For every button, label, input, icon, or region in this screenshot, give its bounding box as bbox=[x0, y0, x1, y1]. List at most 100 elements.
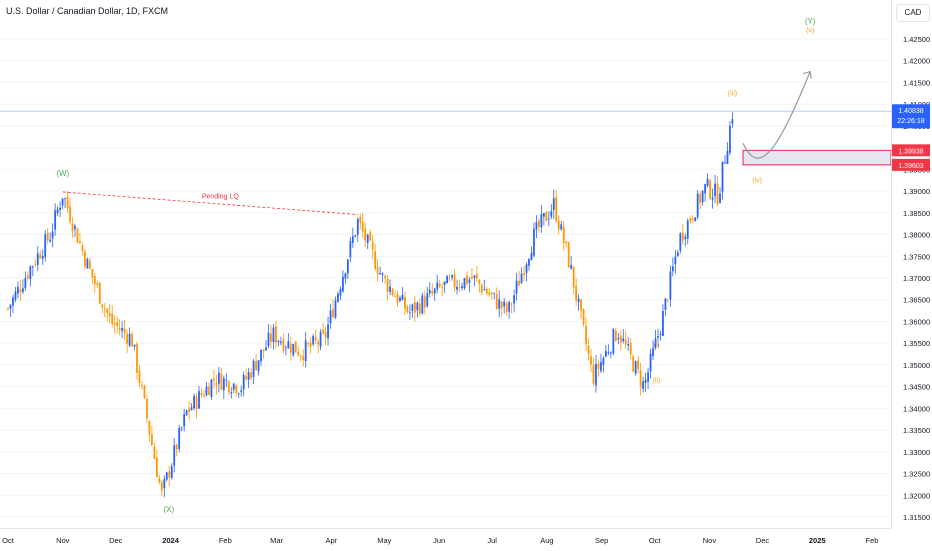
candle-body bbox=[694, 217, 697, 222]
candle-body bbox=[366, 234, 369, 244]
candle-body bbox=[637, 360, 640, 369]
candle-body bbox=[98, 282, 101, 304]
candle-body bbox=[386, 278, 389, 292]
candle-body bbox=[406, 306, 409, 312]
zone-top-price-label-bg bbox=[892, 144, 930, 157]
pending-liquidity-line bbox=[62, 191, 358, 215]
candle-body bbox=[84, 251, 86, 267]
candle-body bbox=[332, 308, 334, 318]
candle-body bbox=[9, 304, 12, 309]
candle-body bbox=[173, 445, 176, 466]
candle-body bbox=[146, 398, 148, 419]
price-tick-label: 1.38000 bbox=[903, 231, 930, 240]
candle-body bbox=[622, 338, 625, 342]
candle-body bbox=[106, 308, 109, 313]
candle-body bbox=[530, 253, 533, 261]
candle-body bbox=[654, 338, 657, 348]
candle-body bbox=[520, 273, 523, 284]
candle-body bbox=[729, 125, 731, 153]
candle-body bbox=[195, 396, 198, 410]
candle-body bbox=[644, 379, 647, 383]
candle-body bbox=[312, 335, 315, 345]
candle-body bbox=[49, 239, 52, 242]
candle-body bbox=[572, 266, 575, 288]
candle-body bbox=[374, 251, 377, 269]
candle-body bbox=[170, 466, 173, 479]
candle-body bbox=[123, 328, 126, 333]
candle-body bbox=[168, 471, 171, 478]
candle-body bbox=[324, 332, 327, 338]
candle-body bbox=[475, 274, 478, 279]
candle-body bbox=[133, 344, 136, 347]
candle-body bbox=[411, 304, 414, 311]
candle-body bbox=[510, 304, 513, 306]
candle-body bbox=[351, 236, 354, 243]
time-tick-label: Nov bbox=[703, 536, 717, 545]
pending-liquidity-label: Pending LQ bbox=[202, 193, 240, 200]
candle-body bbox=[113, 322, 116, 325]
candle-body bbox=[696, 193, 699, 218]
price-tick-label: 1.37000 bbox=[903, 274, 930, 283]
candle-body bbox=[545, 211, 548, 221]
time-tick-label: Aug bbox=[540, 536, 553, 545]
candle-body bbox=[309, 342, 312, 347]
wave-label: (v) bbox=[806, 27, 814, 34]
candle-body bbox=[595, 363, 597, 386]
candle-body bbox=[247, 372, 250, 380]
candle-body bbox=[639, 370, 642, 387]
candle-body bbox=[664, 298, 667, 310]
candle-body bbox=[681, 232, 684, 241]
candle-body bbox=[686, 220, 689, 239]
candle-body bbox=[416, 302, 419, 311]
candle-body bbox=[508, 302, 511, 312]
candle-body bbox=[523, 273, 525, 276]
price-tick-label: 1.33500 bbox=[903, 426, 930, 435]
candle-body bbox=[359, 217, 362, 223]
price-tick-label: 1.33000 bbox=[903, 448, 930, 457]
candle-body bbox=[699, 193, 702, 204]
candle-body bbox=[250, 372, 253, 379]
candle-body bbox=[150, 434, 153, 445]
candle-body bbox=[396, 293, 399, 303]
candle-body bbox=[409, 311, 411, 313]
wave-label: (Y) bbox=[805, 17, 816, 26]
price-axis[interactable] bbox=[891, 0, 932, 528]
candle-body bbox=[339, 289, 342, 296]
bar-countdown-label: 22:26:18 bbox=[897, 118, 924, 125]
candle-body bbox=[438, 283, 441, 287]
candle-body bbox=[155, 457, 158, 478]
price-tick-label: 1.41500 bbox=[903, 78, 930, 87]
candle-body bbox=[103, 308, 106, 309]
candle-body bbox=[711, 197, 714, 200]
candle-body bbox=[607, 352, 610, 354]
candle-body bbox=[54, 210, 57, 230]
candle-body bbox=[12, 297, 14, 306]
candle-body bbox=[230, 392, 233, 394]
candle-body bbox=[562, 226, 565, 244]
price-tick-label: 1.32500 bbox=[903, 470, 930, 479]
time-axis[interactable] bbox=[0, 528, 891, 551]
time-tick-label: Oct bbox=[2, 536, 15, 545]
candle-body bbox=[495, 294, 498, 309]
candle-body bbox=[66, 196, 69, 209]
candle-body bbox=[260, 349, 262, 362]
candle-body bbox=[304, 340, 307, 362]
candle-body bbox=[577, 298, 580, 303]
candle-body bbox=[190, 407, 193, 410]
candle-body bbox=[245, 376, 248, 380]
candle-body bbox=[205, 386, 208, 396]
candle-body bbox=[314, 337, 317, 341]
candle-body bbox=[153, 446, 156, 459]
candle-body bbox=[423, 296, 426, 308]
candle-body bbox=[580, 299, 582, 311]
candle-body bbox=[59, 207, 61, 210]
candle-body bbox=[557, 220, 560, 230]
candle-body bbox=[505, 303, 508, 313]
candle-body bbox=[354, 235, 357, 237]
candle-body bbox=[399, 297, 401, 301]
currency-button[interactable]: CAD bbox=[896, 4, 930, 22]
candle-body bbox=[446, 276, 449, 284]
time-tick-label: 2025 bbox=[809, 536, 826, 545]
candle-body bbox=[275, 326, 277, 343]
